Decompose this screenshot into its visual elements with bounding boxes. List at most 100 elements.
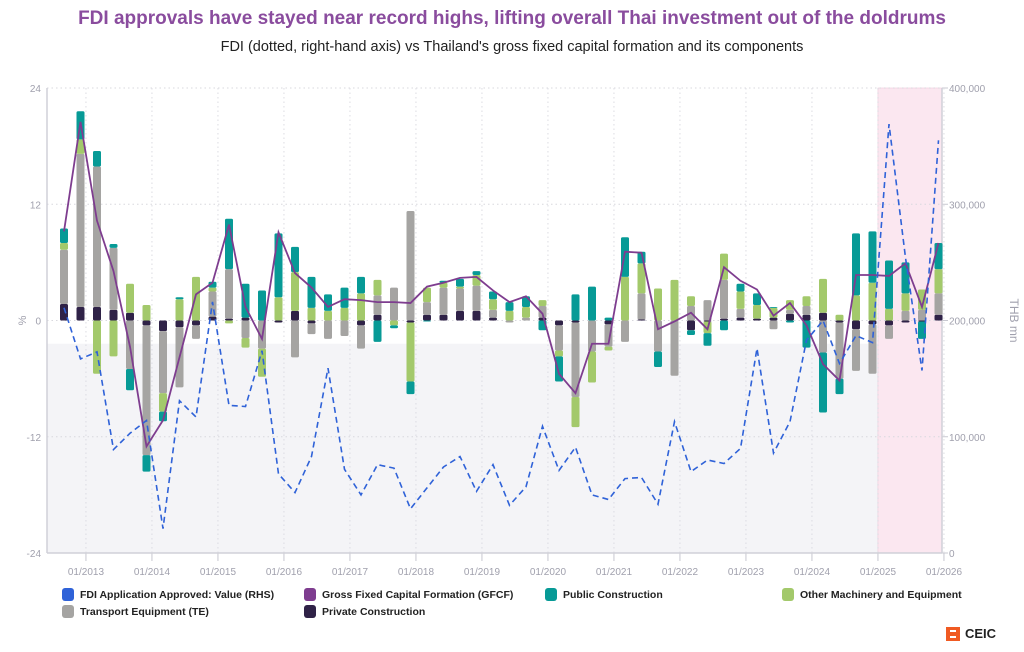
bar-machinery	[60, 243, 68, 250]
x-tick-label: 01/2025	[860, 567, 897, 578]
bar-machinery	[868, 282, 877, 321]
bar-transport	[324, 320, 332, 339]
bar-transport	[819, 320, 827, 353]
y-right-axis-label: THB mn	[1007, 298, 1021, 342]
bar-private	[192, 320, 200, 326]
bar-private	[472, 310, 481, 321]
bar-private	[835, 320, 844, 323]
legend-swatch-public	[545, 588, 557, 601]
x-tick-label: 01/2024	[794, 567, 831, 578]
bar-machinery	[687, 296, 695, 306]
bar-transport	[307, 323, 316, 335]
bar-machinery	[357, 293, 365, 321]
bar-public	[802, 320, 811, 348]
bar-machinery	[505, 310, 514, 321]
bar-public	[406, 381, 415, 395]
x-tick-label: 01/2022	[662, 567, 699, 578]
bar-private	[175, 320, 184, 328]
bar-transport	[406, 211, 415, 321]
legend-item-gfcf[interactable]: Gross Fixed Capital Formation (GFCF)	[304, 588, 513, 601]
bar-public	[588, 286, 596, 321]
bar-public	[93, 150, 101, 167]
bar-machinery	[852, 295, 860, 321]
bar-private	[357, 320, 365, 326]
bar-machinery	[835, 314, 844, 321]
bar-private	[423, 314, 431, 321]
bar-machinery	[934, 269, 943, 294]
bar-transport	[423, 302, 431, 315]
legend-item-machinery[interactable]: Other Machinery and Equipment	[782, 588, 962, 601]
bar-private	[934, 314, 943, 321]
bar-transport	[439, 287, 448, 315]
bar-public	[357, 276, 365, 294]
bar-machinery	[76, 139, 85, 154]
bar-transport	[918, 309, 926, 321]
bar-machinery	[225, 320, 233, 324]
bar-private	[439, 314, 448, 321]
bar-transport	[703, 300, 712, 321]
x-tick-label: 01/2013	[68, 567, 105, 578]
legend-item-public[interactable]: Public Construction	[545, 588, 663, 601]
low-fdi-band	[47, 343, 942, 553]
bar-public	[835, 378, 844, 395]
logo-text: CEIC	[964, 626, 996, 641]
bar-public	[456, 278, 464, 287]
bar-public	[885, 260, 893, 309]
bar-public	[654, 351, 662, 367]
bar-public	[687, 330, 695, 336]
bar-public	[373, 320, 382, 342]
bar-public	[423, 320, 431, 322]
bar-private	[241, 317, 250, 321]
bar-transport	[505, 320, 514, 323]
bar-public	[472, 271, 481, 275]
bar-transport	[852, 329, 860, 371]
bar-machinery	[192, 276, 200, 321]
bar-machinery	[885, 308, 893, 321]
bar-transport	[555, 325, 563, 351]
legend-label: Transport Equipment (TE)	[80, 605, 209, 618]
bar-public	[769, 306, 778, 308]
bar-machinery	[654, 288, 662, 321]
bar-transport	[340, 320, 349, 336]
ceic-logo: CEIC	[945, 626, 996, 641]
bar-machinery	[390, 320, 398, 326]
bar-public	[852, 233, 860, 296]
x-tick-label: 01/2015	[200, 567, 237, 578]
legend-item-private[interactable]: Private Construction	[304, 605, 425, 618]
legend-label: Gross Fixed Capital Formation (GFCF)	[322, 588, 514, 601]
bar-transport	[885, 325, 893, 339]
bar-private	[274, 320, 283, 323]
x-tick-label: 01/2021	[596, 567, 633, 578]
legend-swatch-private	[304, 605, 316, 618]
bar-machinery	[406, 322, 415, 382]
bar-private	[225, 318, 233, 321]
bar-private	[918, 320, 926, 322]
bar-transport	[291, 320, 299, 358]
y-right-tick-label: 100,000	[949, 433, 986, 444]
bar-private	[60, 304, 68, 321]
bar-transport	[159, 331, 167, 394]
chart-subtitle: FDI (dotted, right-hand axis) vs Thailan…	[220, 39, 804, 55]
bar-public	[786, 320, 794, 323]
bar-private	[93, 306, 101, 321]
bar-transport	[720, 279, 728, 319]
legend-item-fdi[interactable]: FDI Application Approved: Value (RHS)	[62, 588, 274, 601]
bar-public	[736, 283, 745, 292]
bar-private	[307, 320, 316, 324]
bar-machinery	[522, 306, 530, 318]
bar-machinery	[588, 351, 596, 383]
bar-private	[637, 319, 646, 321]
bar-machinery	[307, 307, 316, 321]
bar-private	[753, 318, 761, 321]
legend-item-transport[interactable]: Transport Equipment (TE)	[62, 605, 209, 618]
bar-transport	[390, 287, 398, 321]
bar-machinery	[291, 272, 299, 311]
bar-machinery	[571, 397, 580, 428]
bar-public	[571, 294, 580, 321]
x-tick-label: 01/2023	[728, 567, 765, 578]
bar-machinery	[918, 289, 926, 310]
bar-private	[802, 314, 811, 321]
x-tick-label: 01/2018	[398, 567, 435, 578]
legend-swatch-fdi	[62, 588, 74, 601]
